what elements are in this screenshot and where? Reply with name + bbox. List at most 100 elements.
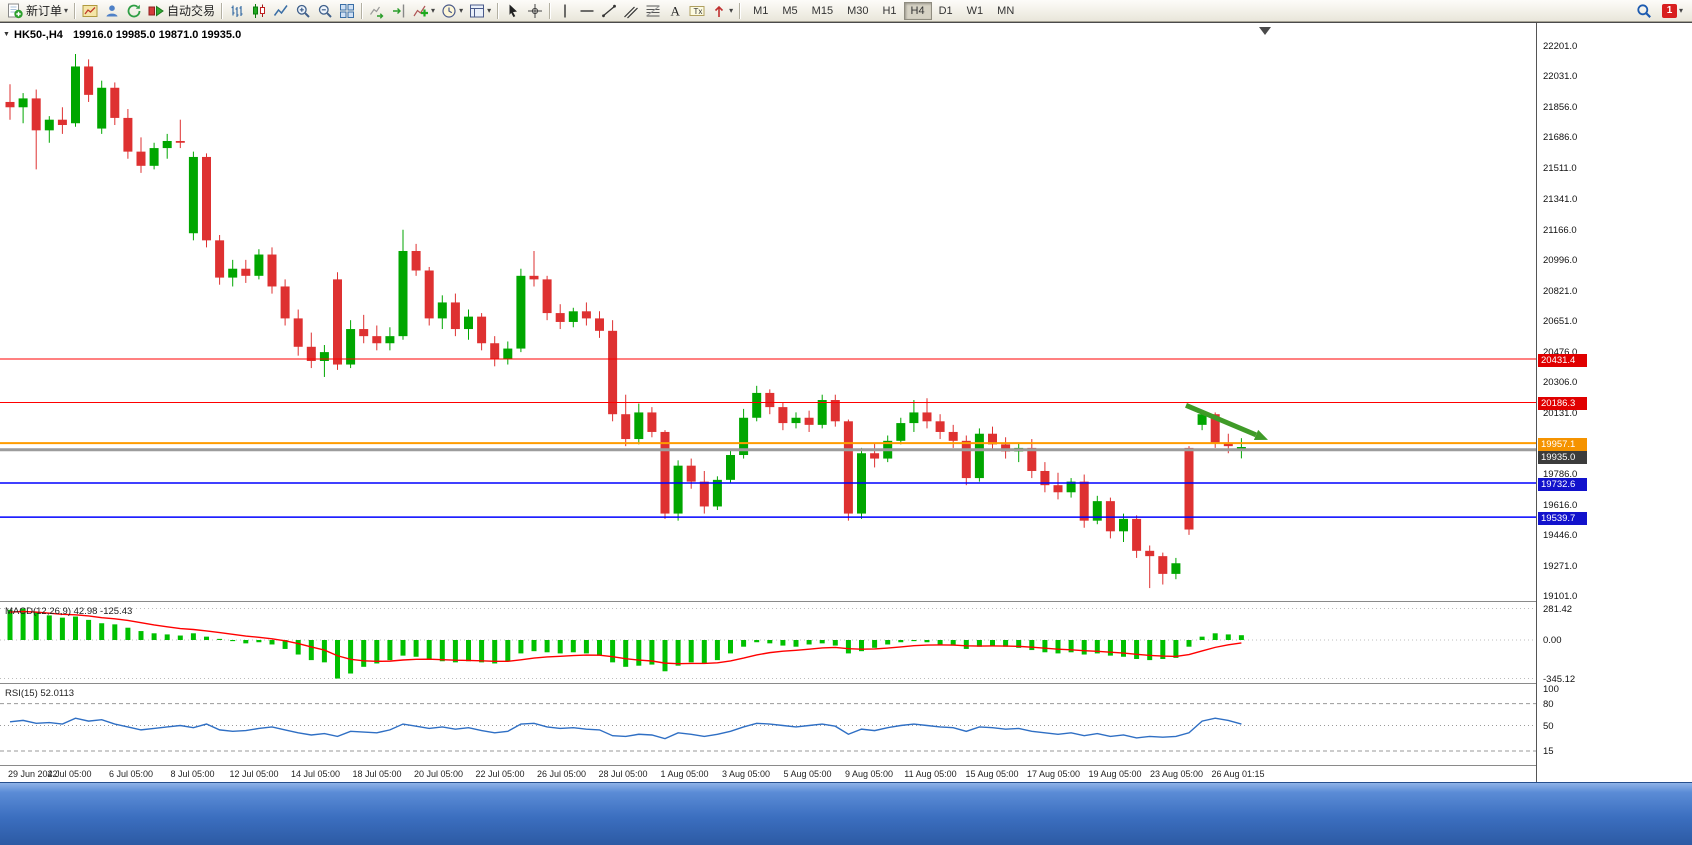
- time-tick-label: 18 Jul 05:00: [352, 769, 402, 779]
- macd-signal-line: [9, 610, 1242, 665]
- refresh-button[interactable]: [124, 1, 144, 21]
- hline-icon: [579, 3, 595, 19]
- label-icon: Tx: [689, 3, 705, 19]
- refresh-icon: [126, 3, 142, 19]
- vline-icon: [557, 3, 573, 19]
- rsi-label: RSI(15) 52.0113: [5, 688, 75, 699]
- timeframe-h1[interactable]: H1: [882, 4, 897, 17]
- new-chart-button[interactable]: [80, 1, 100, 21]
- auto-trading-icon: [148, 3, 164, 19]
- macd-pane[interactable]: [0, 603, 1536, 683]
- pane-separator[interactable]: [0, 601, 1692, 602]
- search-button[interactable]: [1634, 1, 1654, 21]
- time-axis[interactable]: 29 Jun 2022 4 Jul 05:00 6 Jul 05:00 8 Jul 0…: [0, 767, 1536, 783]
- price-tick-label: 19271.0: [1543, 560, 1578, 572]
- crosshair-button[interactable]: [525, 1, 545, 21]
- timeframe-m30[interactable]: M30: [847, 4, 869, 17]
- chevron-down-icon: ▾: [729, 6, 734, 15]
- line-chart-mode-button[interactable]: [271, 1, 291, 21]
- time-tick-label: 9 Aug 05:00: [844, 769, 894, 779]
- equidistant-channel-button[interactable]: [621, 1, 641, 21]
- rsi-pane[interactable]: [0, 685, 1536, 765]
- text-button[interactable]: A: [665, 1, 685, 21]
- templates-button[interactable]: ▾: [467, 1, 493, 21]
- profiles-button[interactable]: [102, 1, 122, 21]
- chevron-down-icon: ▾: [1678, 6, 1683, 15]
- arrow-obj-icon: [711, 3, 727, 19]
- tile-icon: [339, 3, 355, 19]
- pane-separator[interactable]: [0, 683, 1692, 684]
- price-line-badge: 19732.6: [1538, 477, 1587, 491]
- trend-arrow-object[interactable]: [1185, 403, 1257, 438]
- candlesticks: [5, 54, 1246, 589]
- chart-title: HK50-,H4 19916.0 19985.0 19871.0 19935.0: [14, 29, 241, 41]
- notifications-button[interactable]: 1 ▾: [1660, 1, 1685, 21]
- zoom-out-icon: [317, 3, 333, 19]
- price-tick-label: 21341.0: [1543, 193, 1578, 205]
- rsi-axis-label: 80: [1543, 698, 1554, 710]
- timeframe-m5[interactable]: M5: [782, 4, 798, 17]
- chart-shift-button[interactable]: [389, 1, 409, 21]
- svg-text:A: A: [671, 3, 681, 18]
- chart-plot-area[interactable]: ▼ HK50-,H4 19916.0 19985.0 19871.0 19935…: [0, 23, 1536, 783]
- cursor-button[interactable]: [503, 1, 523, 21]
- rsi-axis-label: 50: [1543, 720, 1554, 732]
- trendline-button[interactable]: [599, 1, 619, 21]
- auto-scroll-button[interactable]: [367, 1, 387, 21]
- auto-trading-button[interactable]: 自动交易: [146, 1, 217, 21]
- vertical-line-button[interactable]: [555, 1, 575, 21]
- time-tick-label: 4 Jul 05:00: [47, 769, 92, 779]
- price-tick-label: 20996.0: [1543, 254, 1578, 266]
- time-tick-label: 15 Aug 05:00: [965, 769, 1019, 779]
- periods-button[interactable]: ▾: [439, 1, 465, 21]
- rsi-line: [9, 717, 1242, 740]
- time-tick-label: 11 Aug 05:00: [904, 769, 957, 779]
- macd-axis-label: 281.42: [1543, 603, 1573, 615]
- pane-separator[interactable]: [0, 765, 1692, 766]
- price-tick-label: 20651.0: [1543, 316, 1578, 327]
- svg-text:Tx: Tx: [694, 6, 703, 15]
- timeframe-d1[interactable]: D1: [938, 4, 953, 17]
- zoom-in-button[interactable]: [293, 1, 313, 21]
- chart-shift-marker[interactable]: [1259, 27, 1271, 35]
- auto-trading-label: 自动交易: [167, 4, 216, 18]
- trend-arrow-head: [1253, 429, 1268, 440]
- trendline-icon: [601, 3, 617, 19]
- new-order-label: 新订单: [26, 4, 63, 18]
- toolbar-separator: [497, 2, 500, 19]
- price-tick-label: 20821.0: [1543, 285, 1578, 297]
- time-tick-label: 17 Aug 05:00: [1026, 769, 1081, 779]
- indicators-button[interactable]: ▾: [411, 1, 437, 21]
- toolbar-separator: [361, 2, 364, 19]
- horizontal-line-button[interactable]: [577, 1, 597, 21]
- timeframe-h4[interactable]: H4: [903, 1, 932, 20]
- timeframe-m15[interactable]: M15: [811, 4, 834, 17]
- macd-axis-label: -345.12: [1543, 673, 1576, 685]
- text-label-button[interactable]: Tx: [687, 1, 707, 21]
- bar-chart-mode-button[interactable]: [227, 1, 247, 21]
- candlestick-mode-button[interactable]: [249, 1, 269, 21]
- toolbar-separator: [549, 2, 552, 19]
- time-tick-label: 3 Aug 05:00: [721, 769, 771, 779]
- rsi-axis-label: 15: [1543, 746, 1554, 758]
- timeframe-m1[interactable]: M1: [753, 4, 769, 17]
- rsi-axis-label: 100: [1543, 684, 1559, 695]
- zoom-out-button[interactable]: [315, 1, 335, 21]
- arrows-button[interactable]: ▾: [709, 1, 735, 21]
- price-axis[interactable]: 22201.0 22031.0 21856.0 21686.0 21511.0 21341…: [1536, 23, 1692, 783]
- candlestick-pane[interactable]: [0, 23, 1536, 601]
- price-tick-label: 21856.0: [1543, 102, 1578, 114]
- price-tick-label: 19616.0: [1543, 499, 1578, 511]
- timeframe-mn[interactable]: MN: [997, 4, 1015, 17]
- price-line-badge: 19957.1: [1538, 438, 1587, 452]
- new-order-button[interactable]: 新订单 ▾: [5, 1, 70, 21]
- timeframe-w1[interactable]: W1: [966, 4, 984, 17]
- fibonacci-button[interactable]: [643, 1, 663, 21]
- one-click-trading-toggle[interactable]: ▼: [3, 31, 10, 38]
- zoom-in-icon: [295, 3, 311, 19]
- time-tick-label: 26 Jul 05:00: [536, 769, 587, 779]
- price-tick-label: 21686.0: [1543, 132, 1578, 144]
- clock-icon: [441, 3, 457, 19]
- tile-windows-button[interactable]: [337, 1, 357, 21]
- indicator-add-icon: [413, 3, 429, 19]
